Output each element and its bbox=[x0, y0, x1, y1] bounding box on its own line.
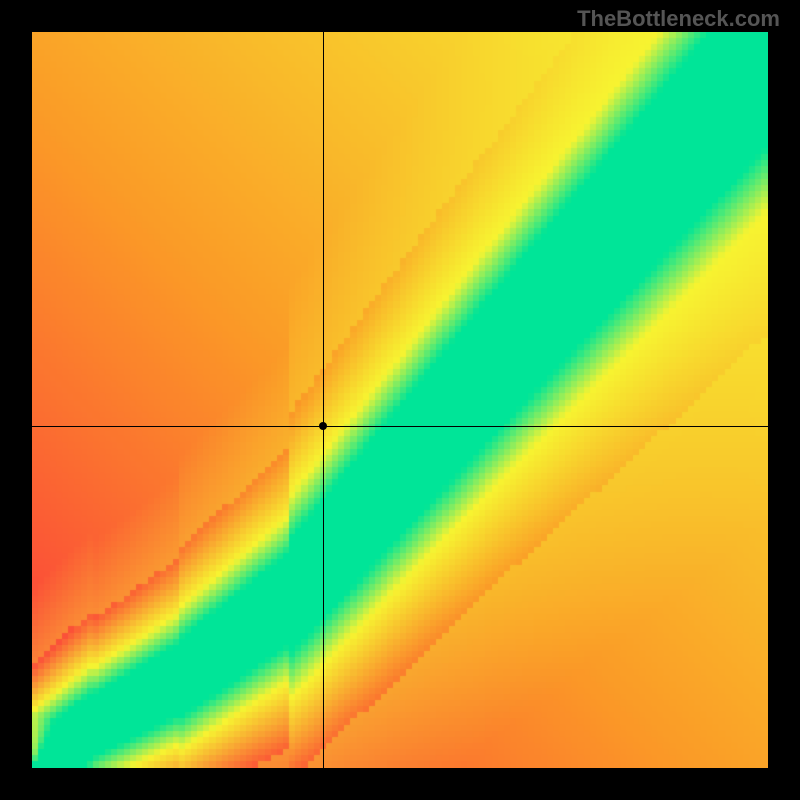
heatmap-canvas bbox=[32, 32, 768, 768]
chart-container: TheBottleneck.com bbox=[0, 0, 800, 800]
crosshair-vertical bbox=[323, 32, 324, 768]
crosshair-horizontal bbox=[32, 426, 768, 427]
plot-area bbox=[32, 32, 768, 768]
watermark-text: TheBottleneck.com bbox=[577, 6, 780, 32]
crosshair-dot bbox=[319, 422, 327, 430]
